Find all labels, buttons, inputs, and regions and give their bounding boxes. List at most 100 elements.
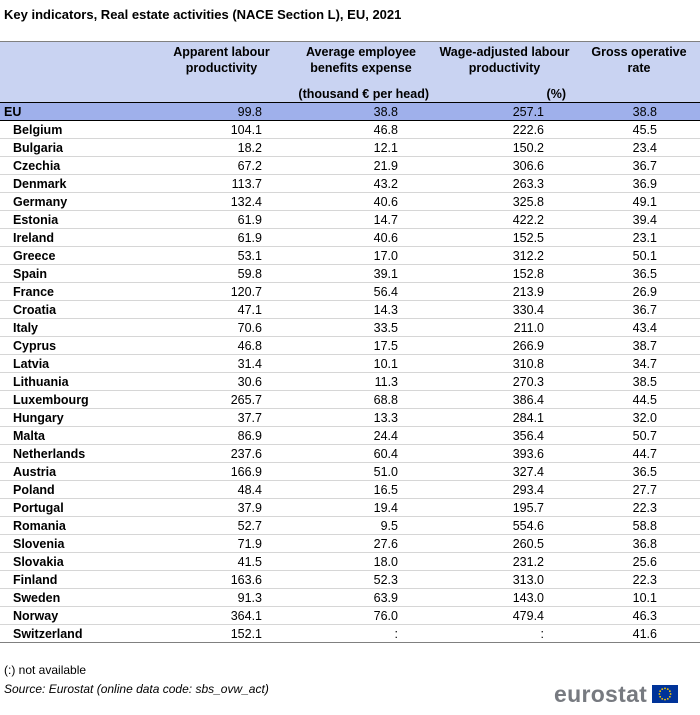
- cell-gross-operative-rate: 32.0: [578, 408, 700, 427]
- cell-average-employee-benefits: 17.0: [291, 246, 431, 265]
- footnote: (:) not available: [4, 663, 87, 677]
- table-row: Latvia 31.4 10.1 310.8 34.7: [0, 354, 700, 373]
- table-row: Switzerland 152.1::41.6: [0, 624, 700, 643]
- cell-gross-operative-rate: 36.7: [578, 300, 700, 319]
- row-label: Lithuania: [0, 372, 152, 391]
- cell-apparent-labour-productivity: 237.6: [152, 444, 291, 463]
- unit-percent: (%): [431, 88, 578, 103]
- cell-apparent-labour-productivity: 61.9: [152, 210, 291, 229]
- cell-average-employee-benefits: 24.4: [291, 426, 431, 445]
- cell-apparent-labour-productivity: 104.1: [152, 120, 291, 139]
- cell-wage-adjusted-productivity: 306.6: [431, 156, 578, 175]
- flag-star: [667, 688, 669, 691]
- cell-gross-operative-rate: 26.9: [578, 282, 700, 301]
- flag-star: [664, 698, 667, 701]
- row-label: Estonia: [0, 210, 152, 229]
- cell-average-employee-benefits: 12.1: [291, 138, 431, 157]
- cell-apparent-labour-productivity: 71.9: [152, 534, 291, 553]
- table-row: Romania 52.7 9.5 554.6 58.8: [0, 516, 700, 535]
- row-label: Greece: [0, 246, 152, 265]
- row-label: Spain: [0, 264, 152, 283]
- cell-gross-operative-rate: 38.7: [578, 336, 700, 355]
- cell-apparent-labour-productivity: 30.6: [152, 372, 291, 391]
- cell-wage-adjusted-productivity: 327.4: [431, 462, 578, 481]
- cell-wage-adjusted-productivity: 310.8: [431, 354, 578, 373]
- eurostat-logo: eurostat: [554, 682, 679, 706]
- cell-gross-operative-rate: 23.4: [578, 138, 700, 157]
- table-row: Hungary 37.7 13.3 284.1 32.0: [0, 408, 700, 427]
- cell-gross-operative-rate: 36.8: [578, 534, 700, 553]
- cell-apparent-labour-productivity: 46.8: [152, 336, 291, 355]
- cell-wage-adjusted-productivity: 325.8: [431, 192, 578, 211]
- cell-average-employee-benefits: 14.3: [291, 300, 431, 319]
- cell-average-employee-benefits: 38.8: [291, 102, 431, 121]
- cell-wage-adjusted-productivity: 386.4: [431, 390, 578, 409]
- cell-average-employee-benefits: 17.5: [291, 336, 431, 355]
- table-row: Poland 48.4 16.5 293.4 27.7: [0, 480, 700, 499]
- cell-apparent-labour-productivity: 132.4: [152, 192, 291, 211]
- cell-average-employee-benefits: 16.5: [291, 480, 431, 499]
- flag-star: [659, 690, 662, 693]
- row-label: France: [0, 282, 152, 301]
- row-label: Portugal: [0, 498, 152, 517]
- cell-apparent-labour-productivity: 91.3: [152, 588, 291, 607]
- cell-gross-operative-rate: 10.1: [578, 588, 700, 607]
- cell-wage-adjusted-productivity: 150.2: [431, 138, 578, 157]
- row-label: Sweden: [0, 588, 152, 607]
- cell-wage-adjusted-productivity: 393.6: [431, 444, 578, 463]
- cell-apparent-labour-productivity: 61.9: [152, 228, 291, 247]
- cell-apparent-labour-productivity: 152.1: [152, 624, 291, 643]
- header-wage-adjusted-labour-productivity: Wage-adjusted labour productivity: [431, 41, 578, 88]
- row-label: Luxembourg: [0, 390, 152, 409]
- unit-thousand-euro-per-head: (thousand € per head): [152, 88, 431, 103]
- cell-wage-adjusted-productivity: 284.1: [431, 408, 578, 427]
- table-row: Ireland 61.9 40.6 152.5 23.1: [0, 228, 700, 247]
- cell-apparent-labour-productivity: 67.2: [152, 156, 291, 175]
- row-label: Finland: [0, 570, 152, 589]
- cell-gross-operative-rate: 58.8: [578, 516, 700, 535]
- cell-wage-adjusted-productivity: 143.0: [431, 588, 578, 607]
- row-label: Norway: [0, 606, 152, 625]
- table-row: France 120.7 56.4 213.9 26.9: [0, 282, 700, 301]
- cell-gross-operative-rate: 27.7: [578, 480, 700, 499]
- cell-gross-operative-rate: 36.9: [578, 174, 700, 193]
- row-label: Austria: [0, 462, 152, 481]
- cell-wage-adjusted-productivity: 231.2: [431, 552, 578, 571]
- cell-gross-operative-rate: 38.5: [578, 372, 700, 391]
- cell-wage-adjusted-productivity: 152.5: [431, 228, 578, 247]
- cell-average-employee-benefits: 60.4: [291, 444, 431, 463]
- cell-average-employee-benefits: 9.5: [291, 516, 431, 535]
- cell-wage-adjusted-productivity: 313.0: [431, 570, 578, 589]
- cell-gross-operative-rate: 22.3: [578, 570, 700, 589]
- table-row: Finland 163.6 52.3 313.0 22.3: [0, 570, 700, 589]
- row-label: Denmark: [0, 174, 152, 193]
- table-row: Lithuania 30.6 11.3 270.3 38.5: [0, 372, 700, 391]
- cell-apparent-labour-productivity: 47.1: [152, 300, 291, 319]
- cell-average-employee-benefits: :: [291, 624, 431, 643]
- row-label: Hungary: [0, 408, 152, 427]
- eu-flag-icon: [652, 685, 679, 703]
- cell-wage-adjusted-productivity: 213.9: [431, 282, 578, 301]
- table-row: Belgium 104.1 46.8 222.6 45.5: [0, 120, 700, 139]
- cell-apparent-labour-productivity: 48.4: [152, 480, 291, 499]
- cell-average-employee-benefits: 13.3: [291, 408, 431, 427]
- cell-wage-adjusted-productivity: 312.2: [431, 246, 578, 265]
- cell-apparent-labour-productivity: 59.8: [152, 264, 291, 283]
- cell-apparent-labour-productivity: 18.2: [152, 138, 291, 157]
- cell-apparent-labour-productivity: 113.7: [152, 174, 291, 193]
- row-label: Cyprus: [0, 336, 152, 355]
- cell-average-employee-benefits: 19.4: [291, 498, 431, 517]
- flag-star: [669, 695, 671, 698]
- table-row: Spain 59.8 39.1 152.8 36.5: [0, 264, 700, 283]
- row-label: Belgium: [0, 120, 152, 139]
- cell-average-employee-benefits: 52.3: [291, 570, 431, 589]
- table-row: Denmark 113.7 43.2 263.3 36.9: [0, 174, 700, 193]
- cell-wage-adjusted-productivity: 293.4: [431, 480, 578, 499]
- header-average-employee-benefits-expense: Average employee benefits expense: [291, 41, 431, 88]
- cell-average-employee-benefits: 51.0: [291, 462, 431, 481]
- table-row: Italy 70.6 33.5 211.0 43.4: [0, 318, 700, 337]
- row-label: Latvia: [0, 354, 152, 373]
- cell-gross-operative-rate: 36.5: [578, 264, 700, 283]
- source-note: Source: Eurostat (online data code: sbs_…: [4, 682, 269, 696]
- header-gross-operative-rate: Gross operative rate: [578, 41, 700, 88]
